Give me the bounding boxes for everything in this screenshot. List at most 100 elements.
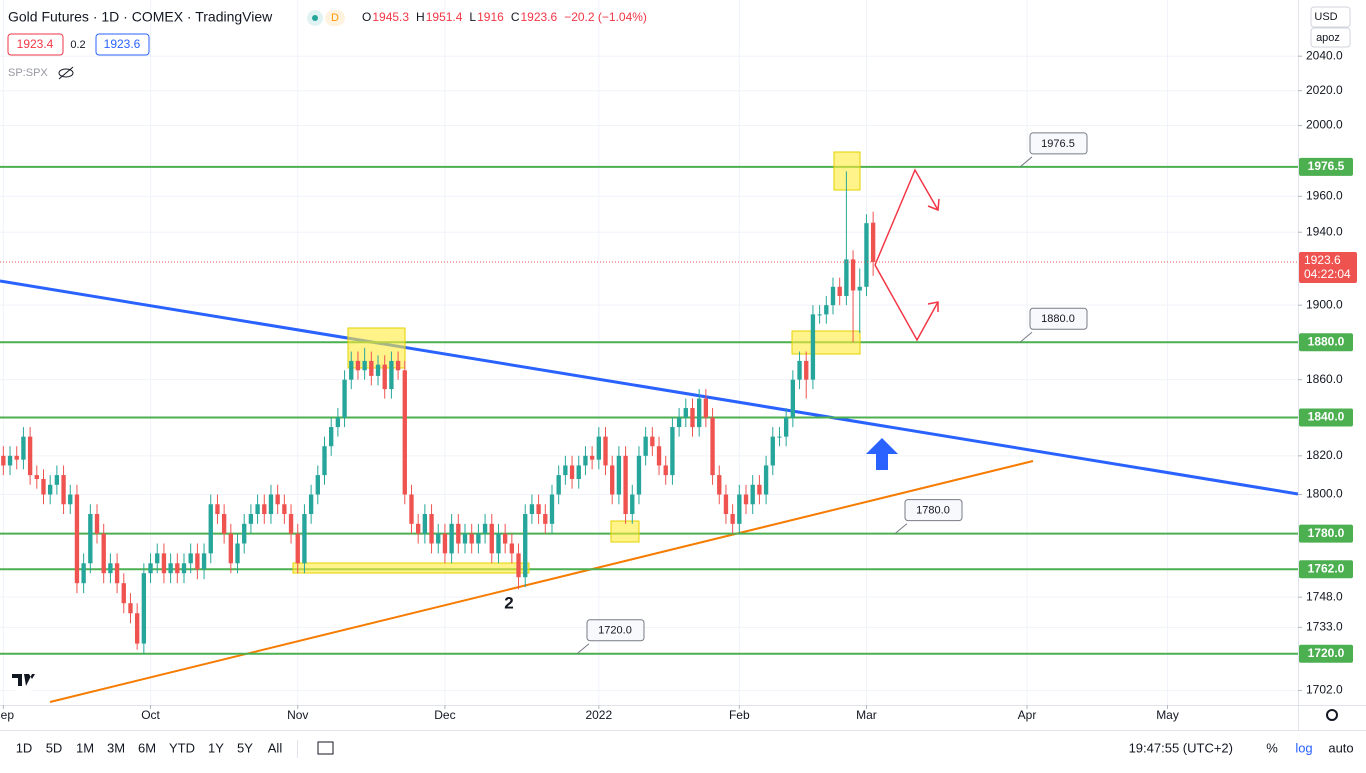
ohlc-key: H (416, 10, 425, 24)
ohlc-change: −20.2 (−1.04%) (564, 10, 647, 24)
callout-text: 1720.0 (598, 625, 632, 637)
timeframe-button[interactable]: 1Y (208, 740, 224, 755)
candle-body (355, 360, 361, 371)
ohlc-value: 1945.3 (372, 10, 409, 24)
x-tick-label: Feb (729, 708, 750, 722)
candle-body (208, 504, 213, 554)
candle-body (489, 523, 494, 554)
candle-body (442, 533, 448, 554)
candle-body (670, 427, 675, 476)
unit-select[interactable] (1310, 27, 1351, 48)
timeframe-button[interactable]: YTD (169, 740, 195, 755)
timeframe-button[interactable]: 5Y (237, 740, 253, 755)
y-tick-label: 1940.0 (1306, 224, 1343, 238)
price-axis: 2040.0 2020.0 2000.0 1960.0 1940.0 1900.0 1860… (1298, 48, 1357, 697)
hide-icon[interactable] (58, 66, 74, 80)
levels: 1976.5 1880.0 1780.0 1720.0 (0, 132, 1298, 655)
candle-body (563, 465, 568, 476)
settings-icon[interactable] (1326, 709, 1338, 721)
timeframe-button[interactable]: 6M (138, 740, 156, 755)
candle-body (389, 360, 394, 390)
candle-body (603, 436, 608, 466)
candle-body (589, 455, 595, 460)
candle-body (201, 553, 207, 570)
candle-body (155, 553, 160, 564)
x-tick-label: Sep (0, 708, 14, 722)
logo-bg (8, 666, 38, 692)
candle-body (235, 543, 240, 564)
x-tick-label: Nov (287, 708, 308, 722)
buy-button[interactable] (95, 33, 150, 56)
callout-box (586, 619, 645, 642)
arrow-head (927, 198, 940, 212)
candle-body (268, 494, 274, 515)
timeframe-button[interactable]: 1M (76, 740, 94, 755)
scale-button[interactable]: log (1295, 740, 1312, 755)
candle-body (188, 553, 193, 564)
candle-body (275, 494, 280, 505)
y-tick-label: 1800.0 (1306, 487, 1343, 501)
arrow (874, 168, 939, 266)
candle-body (101, 533, 106, 574)
candle-body (27, 436, 33, 476)
scale-button[interactable]: auto (1328, 740, 1353, 755)
timeframe-button[interactable]: All (268, 740, 283, 755)
y-tick-label: 2020.0 (1306, 83, 1343, 97)
candle-body (516, 553, 521, 578)
candle-body (335, 417, 341, 428)
x-tick-label: Apr (1018, 708, 1037, 722)
buy-price[interactable]: 1923.6 (104, 37, 141, 51)
level-axis-label (1299, 333, 1353, 352)
timeframe-button[interactable]: 5D (46, 740, 63, 755)
candle-body (757, 484, 762, 495)
level-axis-text: 1840.0 (1308, 410, 1345, 424)
callout-pointer (1019, 331, 1033, 343)
candle-body (462, 533, 468, 544)
candle-body (556, 475, 561, 495)
currency[interactable]: USD (1314, 11, 1337, 23)
candle-body (375, 364, 381, 376)
sell-button[interactable] (7, 33, 64, 56)
level-axis-text: 1720.0 (1308, 646, 1345, 660)
candle-body (295, 533, 300, 564)
callout-pointer (1019, 156, 1033, 168)
scale-button[interactable]: % (1266, 740, 1278, 755)
candle-body (824, 305, 829, 315)
candle-body (34, 475, 39, 479)
highlight-box (292, 562, 530, 574)
candle-body (743, 494, 749, 505)
candle-body (810, 314, 816, 380)
callout-pointer (576, 643, 590, 655)
candle-body (128, 603, 133, 614)
candle-body (737, 494, 742, 524)
unit[interactable]: apoz (1316, 32, 1340, 44)
timeframe-button[interactable]: 3M (107, 740, 125, 755)
candle-body (141, 573, 147, 644)
candle-body (804, 360, 809, 380)
candle-body (181, 563, 187, 574)
candle-body (643, 436, 648, 456)
candle-body (282, 504, 287, 515)
candle-body (108, 563, 113, 574)
delay-badge (325, 10, 345, 26)
candle-body (536, 504, 541, 515)
last-price-text: 1923.6 (1304, 253, 1341, 267)
level-axis-text: 1880.0 (1308, 334, 1345, 348)
currency-select[interactable] (1310, 6, 1351, 28)
callout-text: 1880.0 (1041, 313, 1075, 325)
candle-body (308, 494, 314, 515)
date-range-icon[interactable] (317, 741, 334, 755)
candle-body (168, 563, 173, 574)
y-tick-label: 1733.0 (1306, 620, 1343, 634)
candle-body (195, 553, 200, 570)
candle-body (48, 484, 53, 495)
y-tick-label: 1860.0 (1306, 372, 1343, 386)
sell-price[interactable]: 1923.4 (17, 37, 54, 51)
candle-body (837, 286, 842, 296)
y-tick-label: 1702.0 (1306, 683, 1343, 697)
candle-body (1, 455, 6, 466)
timeframe-button[interactable]: 1D (16, 740, 33, 755)
ohlc-key: O (362, 10, 371, 24)
